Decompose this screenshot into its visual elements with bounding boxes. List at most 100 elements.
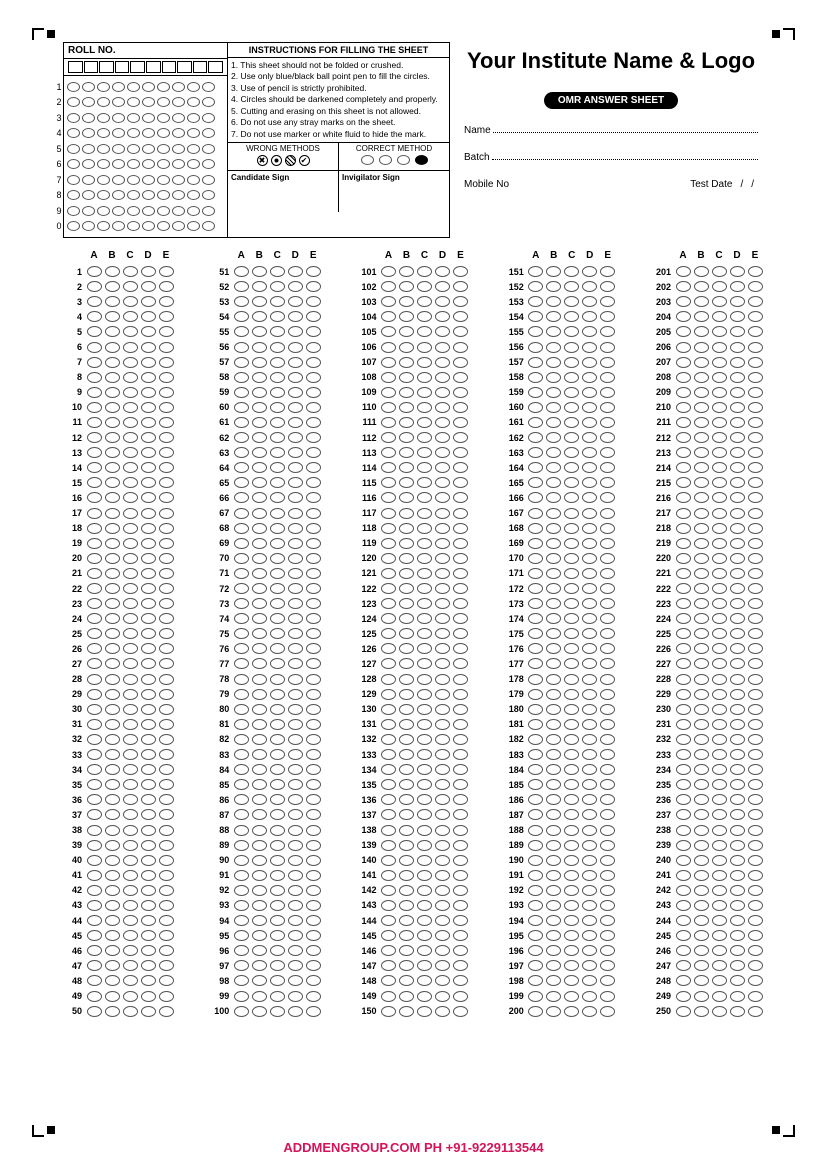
answer-bubble[interactable] [748, 960, 763, 971]
answer-bubble[interactable] [87, 508, 102, 519]
answer-bubble[interactable] [123, 462, 138, 473]
answer-bubble[interactable] [582, 658, 597, 669]
answer-bubble[interactable] [582, 477, 597, 488]
answer-bubble[interactable] [270, 326, 285, 337]
answer-bubble[interactable] [453, 508, 468, 519]
answer-bubble[interactable] [676, 764, 691, 775]
answer-bubble[interactable] [399, 840, 414, 851]
answer-bubble[interactable] [306, 840, 321, 851]
answer-bubble[interactable] [234, 960, 249, 971]
answer-bubble[interactable] [453, 809, 468, 820]
answer-bubble[interactable] [105, 357, 120, 368]
roll-bubble[interactable] [112, 175, 125, 185]
answer-bubble[interactable] [123, 945, 138, 956]
invigilator-sign-box[interactable]: Invigilator Sign [339, 171, 449, 212]
answer-bubble[interactable] [453, 266, 468, 277]
answer-bubble[interactable] [141, 704, 156, 715]
answer-bubble[interactable] [676, 674, 691, 685]
answer-bubble[interactable] [417, 1006, 432, 1017]
answer-bubble[interactable] [453, 613, 468, 624]
answer-bubble[interactable] [105, 598, 120, 609]
answer-bubble[interactable] [399, 387, 414, 398]
answer-bubble[interactable] [87, 840, 102, 851]
answer-bubble[interactable] [748, 402, 763, 413]
answer-bubble[interactable] [123, 568, 138, 579]
answer-bubble[interactable] [600, 764, 615, 775]
answer-bubble[interactable] [694, 991, 709, 1002]
answer-bubble[interactable] [270, 1006, 285, 1017]
answer-bubble[interactable] [417, 749, 432, 760]
answer-bubble[interactable] [600, 643, 615, 654]
roll-digit-box[interactable] [177, 61, 192, 73]
answer-bubble[interactable] [87, 719, 102, 730]
answer-bubble[interactable] [123, 825, 138, 836]
answer-bubble[interactable] [528, 266, 543, 277]
answer-bubble[interactable] [676, 628, 691, 639]
answer-bubble[interactable] [252, 402, 267, 413]
roll-bubble[interactable] [82, 206, 95, 216]
answer-bubble[interactable] [435, 674, 450, 685]
answer-bubble[interactable] [730, 794, 745, 805]
answer-bubble[interactable] [435, 930, 450, 941]
answer-bubble[interactable] [564, 357, 579, 368]
answer-bubble[interactable] [417, 598, 432, 609]
answer-bubble[interactable] [546, 402, 561, 413]
answer-bubble[interactable] [270, 372, 285, 383]
answer-bubble[interactable] [306, 855, 321, 866]
answer-bubble[interactable] [564, 613, 579, 624]
answer-bubble[interactable] [546, 794, 561, 805]
answer-bubble[interactable] [141, 432, 156, 443]
answer-bubble[interactable] [712, 643, 727, 654]
answer-bubble[interactable] [123, 447, 138, 458]
roll-bubble-grid[interactable]: 1234567890 [64, 76, 227, 237]
answer-bubble[interactable] [546, 296, 561, 307]
answer-bubble[interactable] [399, 417, 414, 428]
answer-bubble[interactable] [712, 432, 727, 443]
answer-bubble[interactable] [676, 719, 691, 730]
answer-bubble[interactable] [417, 991, 432, 1002]
answer-bubble[interactable] [694, 930, 709, 941]
answer-bubble[interactable] [453, 719, 468, 730]
answer-bubble[interactable] [435, 266, 450, 277]
answer-bubble[interactable] [730, 975, 745, 986]
answer-bubble[interactable] [288, 523, 303, 534]
answer-bubble[interactable] [564, 477, 579, 488]
answer-bubble[interactable] [234, 628, 249, 639]
roll-bubble[interactable] [157, 144, 170, 154]
answer-bubble[interactable] [730, 885, 745, 896]
roll-bubble[interactable] [67, 144, 80, 154]
answer-bubble[interactable] [306, 417, 321, 428]
roll-bubble[interactable] [187, 206, 200, 216]
answer-bubble[interactable] [105, 825, 120, 836]
answer-bubble[interactable] [748, 764, 763, 775]
answer-bubble[interactable] [564, 809, 579, 820]
answer-bubble[interactable] [270, 553, 285, 564]
answer-bubble[interactable] [252, 689, 267, 700]
answer-bubble[interactable] [676, 357, 691, 368]
answer-bubble[interactable] [87, 658, 102, 669]
answer-bubble[interactable] [582, 628, 597, 639]
roll-digit-box[interactable] [130, 61, 145, 73]
roll-bubble[interactable] [142, 159, 155, 169]
answer-bubble[interactable] [748, 915, 763, 926]
answer-bubble[interactable] [381, 704, 396, 715]
roll-bubble[interactable] [127, 175, 140, 185]
answer-bubble[interactable] [730, 674, 745, 685]
roll-bubble[interactable] [112, 97, 125, 107]
answer-bubble[interactable] [270, 779, 285, 790]
answer-bubble[interactable] [694, 749, 709, 760]
answer-bubble[interactable] [712, 628, 727, 639]
answer-bubble[interactable] [582, 794, 597, 805]
answer-bubble[interactable] [435, 734, 450, 745]
answer-bubble[interactable] [159, 417, 174, 428]
answer-bubble[interactable] [399, 266, 414, 277]
answer-bubble[interactable] [105, 900, 120, 911]
answer-bubble[interactable] [381, 447, 396, 458]
answer-bubble[interactable] [105, 613, 120, 624]
roll-bubble[interactable] [67, 113, 80, 123]
roll-bubble[interactable] [127, 190, 140, 200]
answer-bubble[interactable] [399, 462, 414, 473]
roll-bubble[interactable] [187, 175, 200, 185]
answer-bubble[interactable] [141, 1006, 156, 1017]
answer-bubble[interactable] [600, 583, 615, 594]
